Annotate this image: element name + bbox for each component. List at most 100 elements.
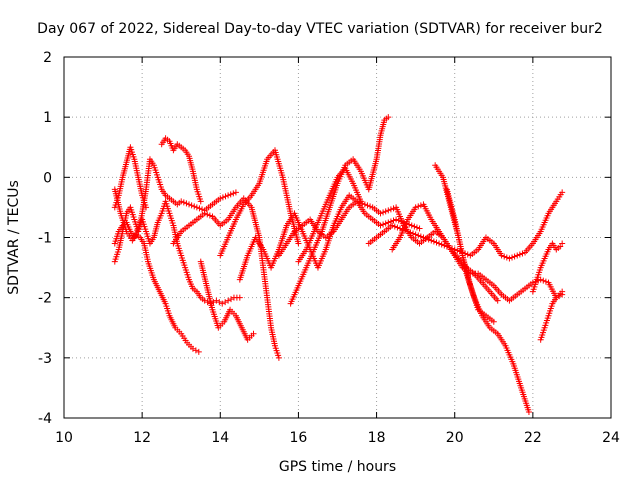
data-point-fill — [417, 233, 424, 240]
data-point — [385, 114, 392, 121]
x-tick-label: 12 — [133, 430, 151, 446]
data-point-fill — [390, 205, 397, 212]
data-point-fill — [394, 224, 401, 231]
series-track-12 — [295, 165, 364, 265]
x-tick-label: 16 — [290, 430, 308, 446]
data-point-fill — [364, 202, 371, 209]
data-point — [404, 228, 411, 235]
data-point — [559, 240, 566, 247]
data-point-fill — [430, 238, 437, 245]
data-point — [143, 204, 150, 211]
data-point-fill — [196, 205, 203, 212]
data-point — [195, 348, 202, 355]
data-point-fill — [380, 221, 387, 228]
data-point-fill — [454, 247, 461, 254]
data-point-fill — [411, 223, 418, 230]
data-point-fill — [382, 208, 389, 215]
data-point-fill — [503, 254, 510, 261]
data-point — [236, 294, 243, 301]
data-point-fill — [230, 190, 237, 197]
data-point — [514, 252, 521, 259]
y-tick-label: 0 — [43, 170, 52, 186]
y-tick-label: 2 — [43, 50, 52, 66]
y-tick-label: -1 — [38, 231, 52, 247]
y-tick-label: -2 — [38, 291, 52, 307]
data-point-fill — [199, 206, 206, 213]
data-point-fill — [501, 253, 508, 260]
series-track-5 — [158, 135, 204, 205]
data-point-fill — [425, 236, 432, 243]
data-point-fill — [227, 191, 234, 198]
data-point — [201, 210, 208, 217]
data-point — [506, 255, 513, 262]
data-point-fill — [540, 277, 547, 284]
data-point — [420, 234, 427, 241]
data-point-fill — [415, 232, 422, 239]
y-axis-label: SDTVAR / TECUs — [6, 180, 22, 295]
series-track-17 — [529, 240, 566, 295]
x-tick-label: 20 — [446, 430, 464, 446]
data-point-fill — [391, 223, 398, 230]
data-point-fill — [438, 241, 445, 248]
series-track-11 — [287, 114, 392, 307]
data-point — [408, 222, 415, 229]
data-point — [498, 252, 505, 259]
data-point-fill — [410, 230, 417, 237]
data-point — [389, 222, 396, 229]
data-point — [385, 219, 392, 226]
data-point — [197, 198, 204, 205]
data-point — [385, 207, 392, 214]
x-tick-label: 10 — [55, 430, 73, 446]
x-axis-label: GPS time / hours — [279, 459, 396, 475]
data-point-fill — [206, 212, 213, 219]
data-point-fill — [407, 229, 414, 236]
data-point-fill — [387, 206, 394, 213]
data-point-fill — [509, 254, 516, 261]
data-point — [557, 243, 564, 250]
data-point — [178, 198, 185, 205]
data-point-fill — [413, 224, 420, 231]
data-point-fill — [519, 250, 526, 257]
x-tick-label: 14 — [211, 430, 229, 446]
data-point — [357, 198, 364, 205]
data-point-fill — [222, 193, 229, 200]
data-point-fill — [417, 202, 424, 209]
data-point-fill — [423, 235, 430, 242]
y-tick-label: 1 — [43, 110, 52, 126]
data-point — [436, 240, 443, 247]
data-point-fill — [511, 253, 518, 260]
data-point — [186, 201, 193, 208]
data-point-fill — [180, 199, 187, 206]
data-point-fill — [219, 194, 226, 201]
data-point-fill — [204, 211, 211, 218]
x-tick-label: 18 — [368, 430, 386, 446]
data-point — [232, 189, 239, 196]
data-point-fill — [183, 200, 190, 207]
series-track-7 — [197, 258, 257, 343]
data-point — [525, 408, 532, 415]
data-point-fill — [390, 217, 397, 224]
data-point — [250, 330, 257, 337]
y-tick-label: -3 — [38, 351, 52, 367]
series-track-6 — [170, 195, 282, 361]
data-point — [428, 237, 435, 244]
data-point — [559, 291, 566, 298]
data-point-fill — [415, 203, 422, 210]
data-point — [275, 354, 282, 361]
data-point — [412, 204, 419, 211]
data-point-fill — [188, 202, 195, 209]
data-point-fill — [380, 209, 387, 216]
chart-title: Day 067 of 2022, Sidereal Day-to-day VTE… — [37, 21, 603, 37]
data-point — [377, 222, 384, 229]
data-point — [559, 189, 566, 196]
data-point — [416, 225, 423, 232]
data-point-fill — [367, 203, 374, 210]
data-point — [295, 240, 302, 247]
data-point-fill — [387, 218, 394, 225]
data-point-fill — [382, 220, 389, 227]
data-point — [225, 192, 232, 199]
series-track-8 — [217, 147, 302, 259]
y-tick-label: -4 — [38, 411, 52, 427]
